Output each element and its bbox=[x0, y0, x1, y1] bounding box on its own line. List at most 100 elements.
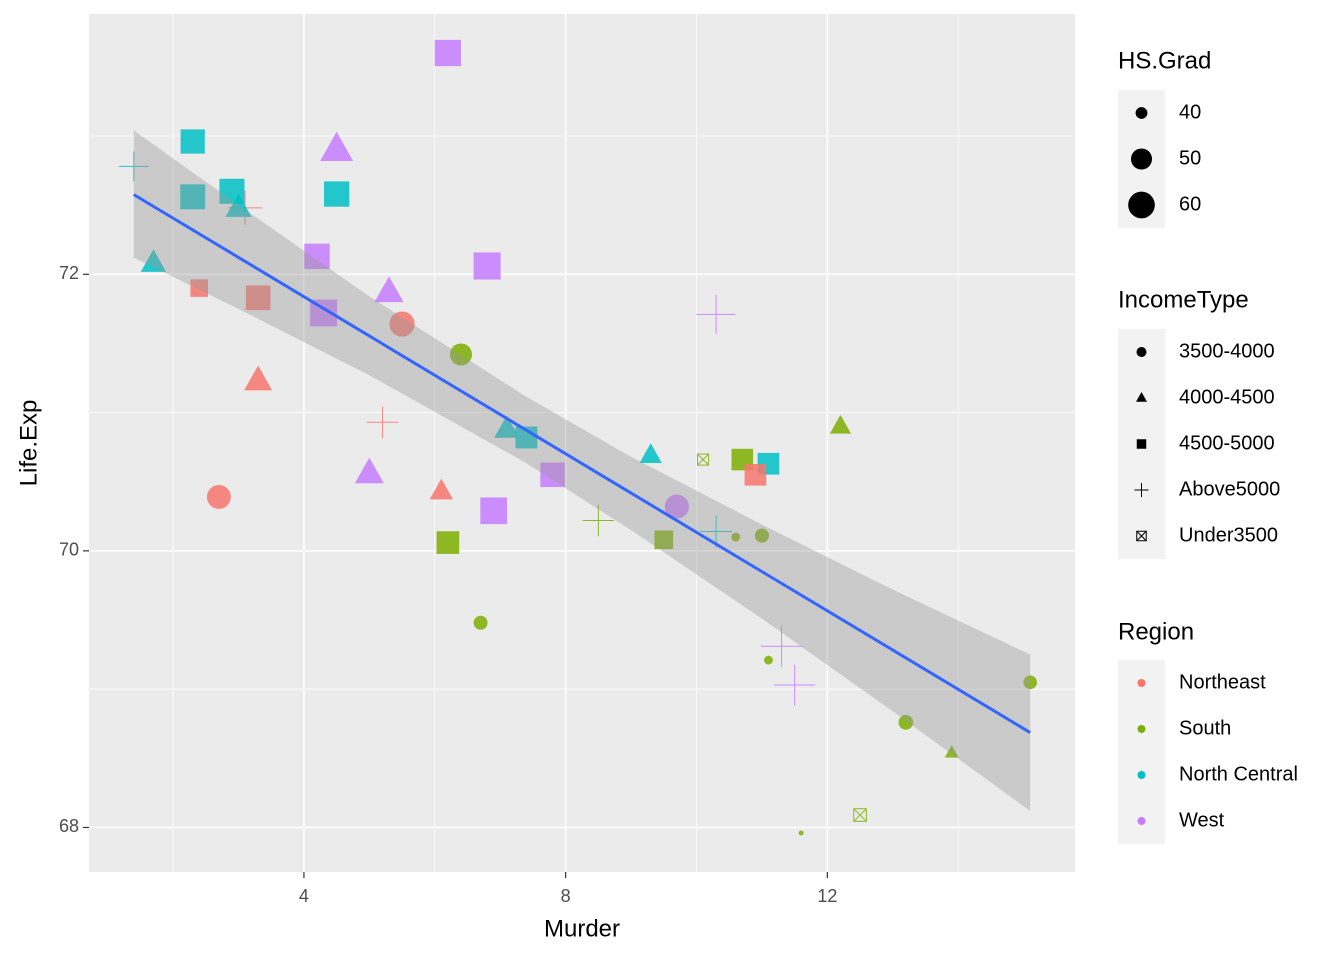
point bbox=[473, 252, 501, 280]
point bbox=[764, 655, 773, 665]
panel-background bbox=[89, 14, 1075, 872]
legend-label: Above5000 bbox=[1179, 478, 1280, 500]
point-square bbox=[180, 184, 206, 210]
point-square bbox=[480, 497, 508, 525]
point-circle bbox=[473, 615, 488, 630]
point bbox=[774, 664, 816, 706]
point bbox=[473, 615, 488, 630]
point-square bbox=[304, 243, 330, 269]
point bbox=[1136, 347, 1147, 357]
point-triangle bbox=[944, 745, 959, 758]
legend-title: HS.Grad bbox=[1118, 47, 1211, 74]
point-triangle bbox=[374, 276, 404, 303]
point-circle bbox=[1023, 675, 1037, 690]
point-triangle bbox=[225, 193, 252, 217]
legend-size-symbol bbox=[1135, 107, 1148, 119]
x-tick-label: 4 bbox=[299, 886, 309, 906]
y-tick-label: 72 bbox=[59, 263, 79, 283]
point-box bbox=[1136, 530, 1147, 542]
point bbox=[389, 311, 415, 337]
point bbox=[320, 131, 354, 162]
point bbox=[1134, 483, 1149, 497]
point bbox=[731, 532, 741, 542]
point bbox=[180, 129, 205, 154]
point bbox=[140, 249, 167, 272]
legend-label: Under3500 bbox=[1179, 524, 1278, 546]
legend-label: West bbox=[1179, 809, 1225, 831]
point-circle bbox=[898, 715, 914, 730]
point-triangle bbox=[429, 478, 453, 500]
point-circle bbox=[449, 343, 473, 366]
x-tick-label: 8 bbox=[561, 886, 571, 906]
point bbox=[540, 462, 565, 488]
point-triangle bbox=[639, 443, 662, 464]
point-cross bbox=[697, 453, 709, 466]
point bbox=[760, 625, 803, 668]
legend-color-symbol bbox=[1137, 771, 1146, 779]
legend-title: Region bbox=[1118, 618, 1194, 645]
point bbox=[1136, 392, 1147, 402]
point bbox=[829, 414, 852, 434]
point bbox=[944, 745, 959, 758]
point bbox=[754, 528, 770, 543]
point bbox=[366, 406, 399, 439]
point-circle bbox=[731, 532, 741, 542]
fit-line bbox=[133, 193, 1031, 734]
point bbox=[744, 463, 767, 486]
point bbox=[898, 715, 914, 730]
point bbox=[434, 39, 461, 67]
point-triangle bbox=[494, 415, 520, 438]
point-circle bbox=[754, 528, 770, 543]
point bbox=[654, 530, 674, 550]
point bbox=[323, 181, 350, 207]
point bbox=[696, 294, 736, 334]
point-square bbox=[190, 279, 209, 297]
point-square bbox=[180, 129, 205, 154]
point bbox=[244, 365, 273, 391]
legend-label: 40 bbox=[1179, 101, 1201, 123]
point-triangle bbox=[1136, 392, 1147, 402]
y-tick-label: 70 bbox=[59, 540, 79, 560]
point bbox=[436, 531, 460, 554]
legend-label: 60 bbox=[1179, 193, 1201, 215]
point-triangle bbox=[140, 249, 167, 272]
point bbox=[1136, 530, 1147, 542]
point-square bbox=[245, 285, 271, 311]
point-circle bbox=[764, 655, 773, 665]
legend-label: 50 bbox=[1179, 147, 1201, 169]
y-tick-label: 68 bbox=[59, 816, 79, 836]
legend-label: South bbox=[1179, 717, 1231, 739]
point-square bbox=[323, 181, 350, 207]
legend-title: IncomeType bbox=[1118, 286, 1249, 313]
point bbox=[118, 151, 149, 182]
point-circle bbox=[389, 311, 415, 337]
point-square bbox=[540, 462, 565, 488]
point-square bbox=[473, 252, 501, 280]
point bbox=[700, 515, 733, 548]
point bbox=[190, 279, 209, 297]
legend-color-symbol bbox=[1137, 817, 1146, 825]
point-triangle bbox=[320, 131, 354, 162]
point-triangle bbox=[829, 414, 852, 434]
point bbox=[225, 193, 252, 217]
point bbox=[245, 285, 271, 311]
point-square bbox=[436, 531, 460, 554]
legend-label: 4000-4500 bbox=[1179, 386, 1275, 408]
point bbox=[664, 494, 689, 519]
point bbox=[798, 830, 804, 836]
point bbox=[354, 457, 384, 484]
point bbox=[206, 484, 231, 509]
point-circle bbox=[798, 830, 804, 836]
legend-label: 3500-4000 bbox=[1179, 340, 1275, 362]
point bbox=[374, 276, 404, 303]
point bbox=[1023, 675, 1037, 690]
point-circle bbox=[206, 484, 231, 509]
legend-label: North Central bbox=[1179, 763, 1298, 785]
point bbox=[582, 504, 615, 537]
point bbox=[180, 184, 206, 210]
point-cross bbox=[1136, 530, 1147, 542]
point-circle bbox=[1136, 347, 1147, 357]
point bbox=[304, 243, 330, 269]
legend-size-symbol bbox=[1128, 191, 1155, 219]
